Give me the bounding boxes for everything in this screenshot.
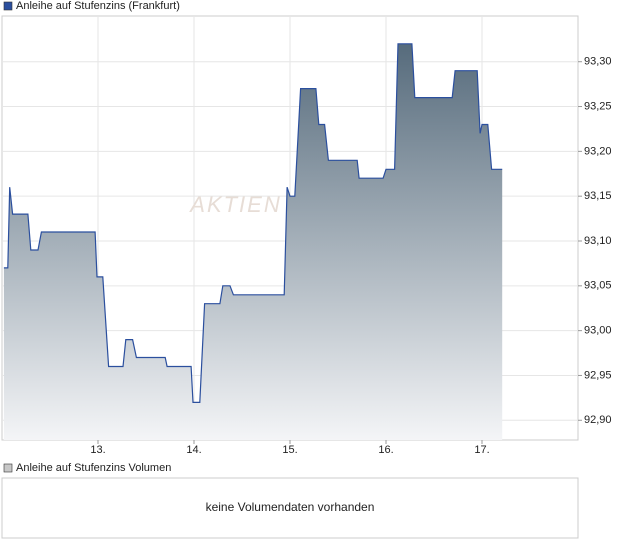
y-tick-label: 93,30 <box>584 56 612 68</box>
legend-swatch <box>3 1 13 11</box>
x-tick-label: 13. <box>90 444 105 456</box>
watermark: AKTIEN <box>188 192 281 217</box>
y-tick-label: 92,95 <box>584 369 612 381</box>
x-tick-label: 17. <box>474 444 489 456</box>
price-line <box>3 43 503 403</box>
y-tick-label: 92,90 <box>584 414 612 426</box>
legend-label: Anleihe auf Stufenzins (Frankfurt) <box>16 0 180 12</box>
x-tick-label: 15. <box>282 444 297 456</box>
y-tick-label: 93,00 <box>584 325 612 337</box>
legend-label: Anleihe auf Stufenzins Volumen <box>16 462 171 474</box>
empty-message: keine Volumendaten vorhanden <box>206 500 375 514</box>
y-tick-label: 93,10 <box>584 235 612 247</box>
area-fill <box>3 43 503 441</box>
y-tick-label: 93,05 <box>584 280 612 292</box>
x-tick-label: 16. <box>378 444 393 456</box>
x-tick-label: 14. <box>186 444 201 456</box>
y-tick-label: 93,15 <box>584 190 612 202</box>
volume-frame <box>1 477 579 539</box>
legend-swatch <box>3 463 13 473</box>
y-tick-label: 93,25 <box>584 100 612 112</box>
y-tick-label: 93,20 <box>584 145 612 157</box>
